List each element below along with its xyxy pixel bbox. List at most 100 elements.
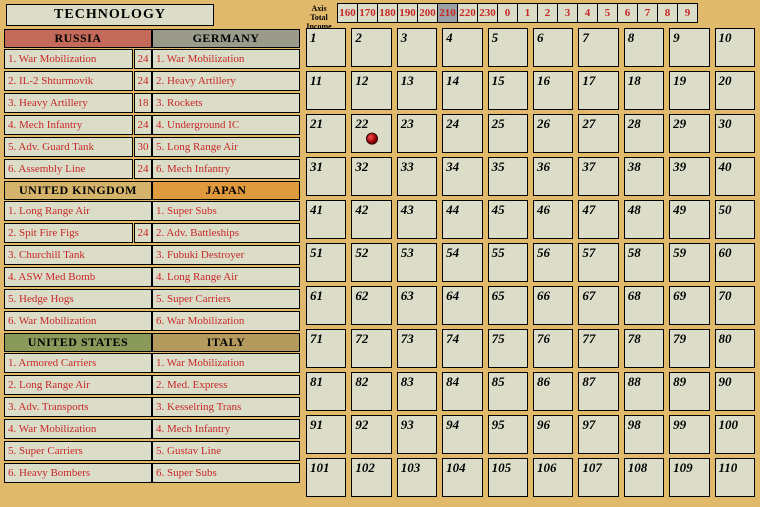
tech-row[interactable]: 5. Gustav Line [152,441,300,461]
grid-cell[interactable]: 109 [669,458,709,497]
income-cell[interactable]: 1 [517,3,538,23]
grid-cell[interactable]: 75 [488,329,528,368]
grid-cell[interactable]: 30 [715,114,755,153]
grid-cell[interactable]: 31 [306,157,346,196]
grid-cell[interactable]: 24 [442,114,482,153]
tech-row[interactable]: 3. Fubuki Destroyer [152,245,300,265]
grid-cell[interactable]: 101 [306,458,346,497]
income-cell[interactable]: 0 [497,3,518,23]
tech-row[interactable]: 1. War Mobilization [152,49,300,69]
grid-cell[interactable]: 9 [669,28,709,67]
grid-cell[interactable]: 44 [442,200,482,239]
grid-cell[interactable]: 71 [306,329,346,368]
grid-cell[interactable]: 20 [715,71,755,110]
grid-cell[interactable]: 91 [306,415,346,454]
grid-cell[interactable]: 78 [624,329,664,368]
grid-cell[interactable]: 22 [351,114,391,153]
tech-row[interactable]: 6. War Mobilization [152,311,300,331]
grid-cell[interactable]: 82 [351,372,391,411]
grid-cell[interactable]: 80 [715,329,755,368]
grid-cell[interactable]: 5 [488,28,528,67]
grid-cell[interactable]: 15 [488,71,528,110]
income-cell[interactable]: 220 [457,3,478,23]
tech-row[interactable]: 1. Super Subs [152,201,300,221]
grid-cell[interactable]: 107 [578,458,618,497]
income-cell[interactable]: 7 [637,3,658,23]
tech-row[interactable]: 4. Underground IC [152,115,300,135]
grid-cell[interactable]: 54 [442,243,482,282]
grid-cell[interactable]: 33 [397,157,437,196]
grid-cell[interactable]: 66 [533,286,573,325]
tech-row[interactable]: 6. Super Subs [152,463,300,483]
grid-cell[interactable]: 51 [306,243,346,282]
grid-cell[interactable]: 92 [351,415,391,454]
grid-cell[interactable]: 6 [533,28,573,67]
grid-cell[interactable]: 43 [397,200,437,239]
grid-cell[interactable]: 100 [715,415,755,454]
grid-cell[interactable]: 4 [442,28,482,67]
tech-row[interactable]: 3. Kesselring Trans [152,397,300,417]
grid-cell[interactable]: 60 [715,243,755,282]
income-cell[interactable]: 160 [337,3,358,23]
tech-row[interactable]: 3. Adv. Transports [4,397,152,417]
tech-row[interactable]: 4. War Mobilization [4,419,152,439]
tech-row[interactable]: 5. Hedge Hogs [4,289,152,309]
tech-row[interactable]: 4. Mech Infantry24 [4,115,152,135]
grid-cell[interactable]: 19 [669,71,709,110]
grid-cell[interactable]: 57 [578,243,618,282]
grid-cell[interactable]: 17 [578,71,618,110]
grid-cell[interactable]: 88 [624,372,664,411]
grid-cell[interactable]: 47 [578,200,618,239]
grid-cell[interactable]: 16 [533,71,573,110]
grid-cell[interactable]: 108 [624,458,664,497]
tech-row[interactable]: 1. War Mobilization24 [4,49,152,69]
income-cell[interactable]: 2 [537,3,558,23]
income-cell[interactable]: 4 [577,3,598,23]
grid-cell[interactable]: 69 [669,286,709,325]
grid-cell[interactable]: 46 [533,200,573,239]
grid-cell[interactable]: 29 [669,114,709,153]
grid-cell[interactable]: 104 [442,458,482,497]
grid-cell[interactable]: 105 [488,458,528,497]
grid-cell[interactable]: 28 [624,114,664,153]
tech-row[interactable]: 2. Med. Express [152,375,300,395]
grid-cell[interactable]: 21 [306,114,346,153]
grid-cell[interactable]: 7 [578,28,618,67]
grid-cell[interactable]: 84 [442,372,482,411]
grid-cell[interactable]: 40 [715,157,755,196]
income-cell[interactable]: 170 [357,3,378,23]
grid-cell[interactable]: 2 [351,28,391,67]
grid-cell[interactable]: 25 [488,114,528,153]
grid-cell[interactable]: 102 [351,458,391,497]
tech-row[interactable]: 2. Spit Fire Figs24 [4,223,152,243]
tech-row[interactable]: 3. Heavy Artillery18 [4,93,152,113]
grid-cell[interactable]: 74 [442,329,482,368]
grid-cell[interactable]: 56 [533,243,573,282]
income-cell[interactable]: 9 [677,3,698,23]
tech-row[interactable]: 2. Long Range Air [4,375,152,395]
grid-cell[interactable]: 53 [397,243,437,282]
tech-row[interactable]: 3. Churchill Tank [4,245,152,265]
tech-row[interactable]: 2. IL-2 Shturmovik24 [4,71,152,91]
grid-cell[interactable]: 26 [533,114,573,153]
grid-cell[interactable]: 37 [578,157,618,196]
tech-row[interactable]: 6. Assembly Line24 [4,159,152,179]
tech-row[interactable]: 5. Adv. Guard Tank30 [4,137,152,157]
grid-cell[interactable]: 72 [351,329,391,368]
grid-cell[interactable]: 50 [715,200,755,239]
income-cell[interactable]: 3 [557,3,578,23]
grid-cell[interactable]: 14 [442,71,482,110]
grid-cell[interactable]: 68 [624,286,664,325]
grid-cell[interactable]: 103 [397,458,437,497]
grid-cell[interactable]: 3 [397,28,437,67]
tech-row[interactable]: 1. War Mobilization [152,353,300,373]
income-cell[interactable]: 200 [417,3,438,23]
grid-cell[interactable]: 1 [306,28,346,67]
grid-cell[interactable]: 12 [351,71,391,110]
tech-row[interactable]: 1. Long Range Air [4,201,152,221]
tech-row[interactable]: 6. Mech Infantry [152,159,300,179]
grid-cell[interactable]: 61 [306,286,346,325]
grid-cell[interactable]: 87 [578,372,618,411]
tech-row[interactable]: 3. Rockets [152,93,300,113]
tech-row[interactable]: 5. Long Range Air [152,137,300,157]
